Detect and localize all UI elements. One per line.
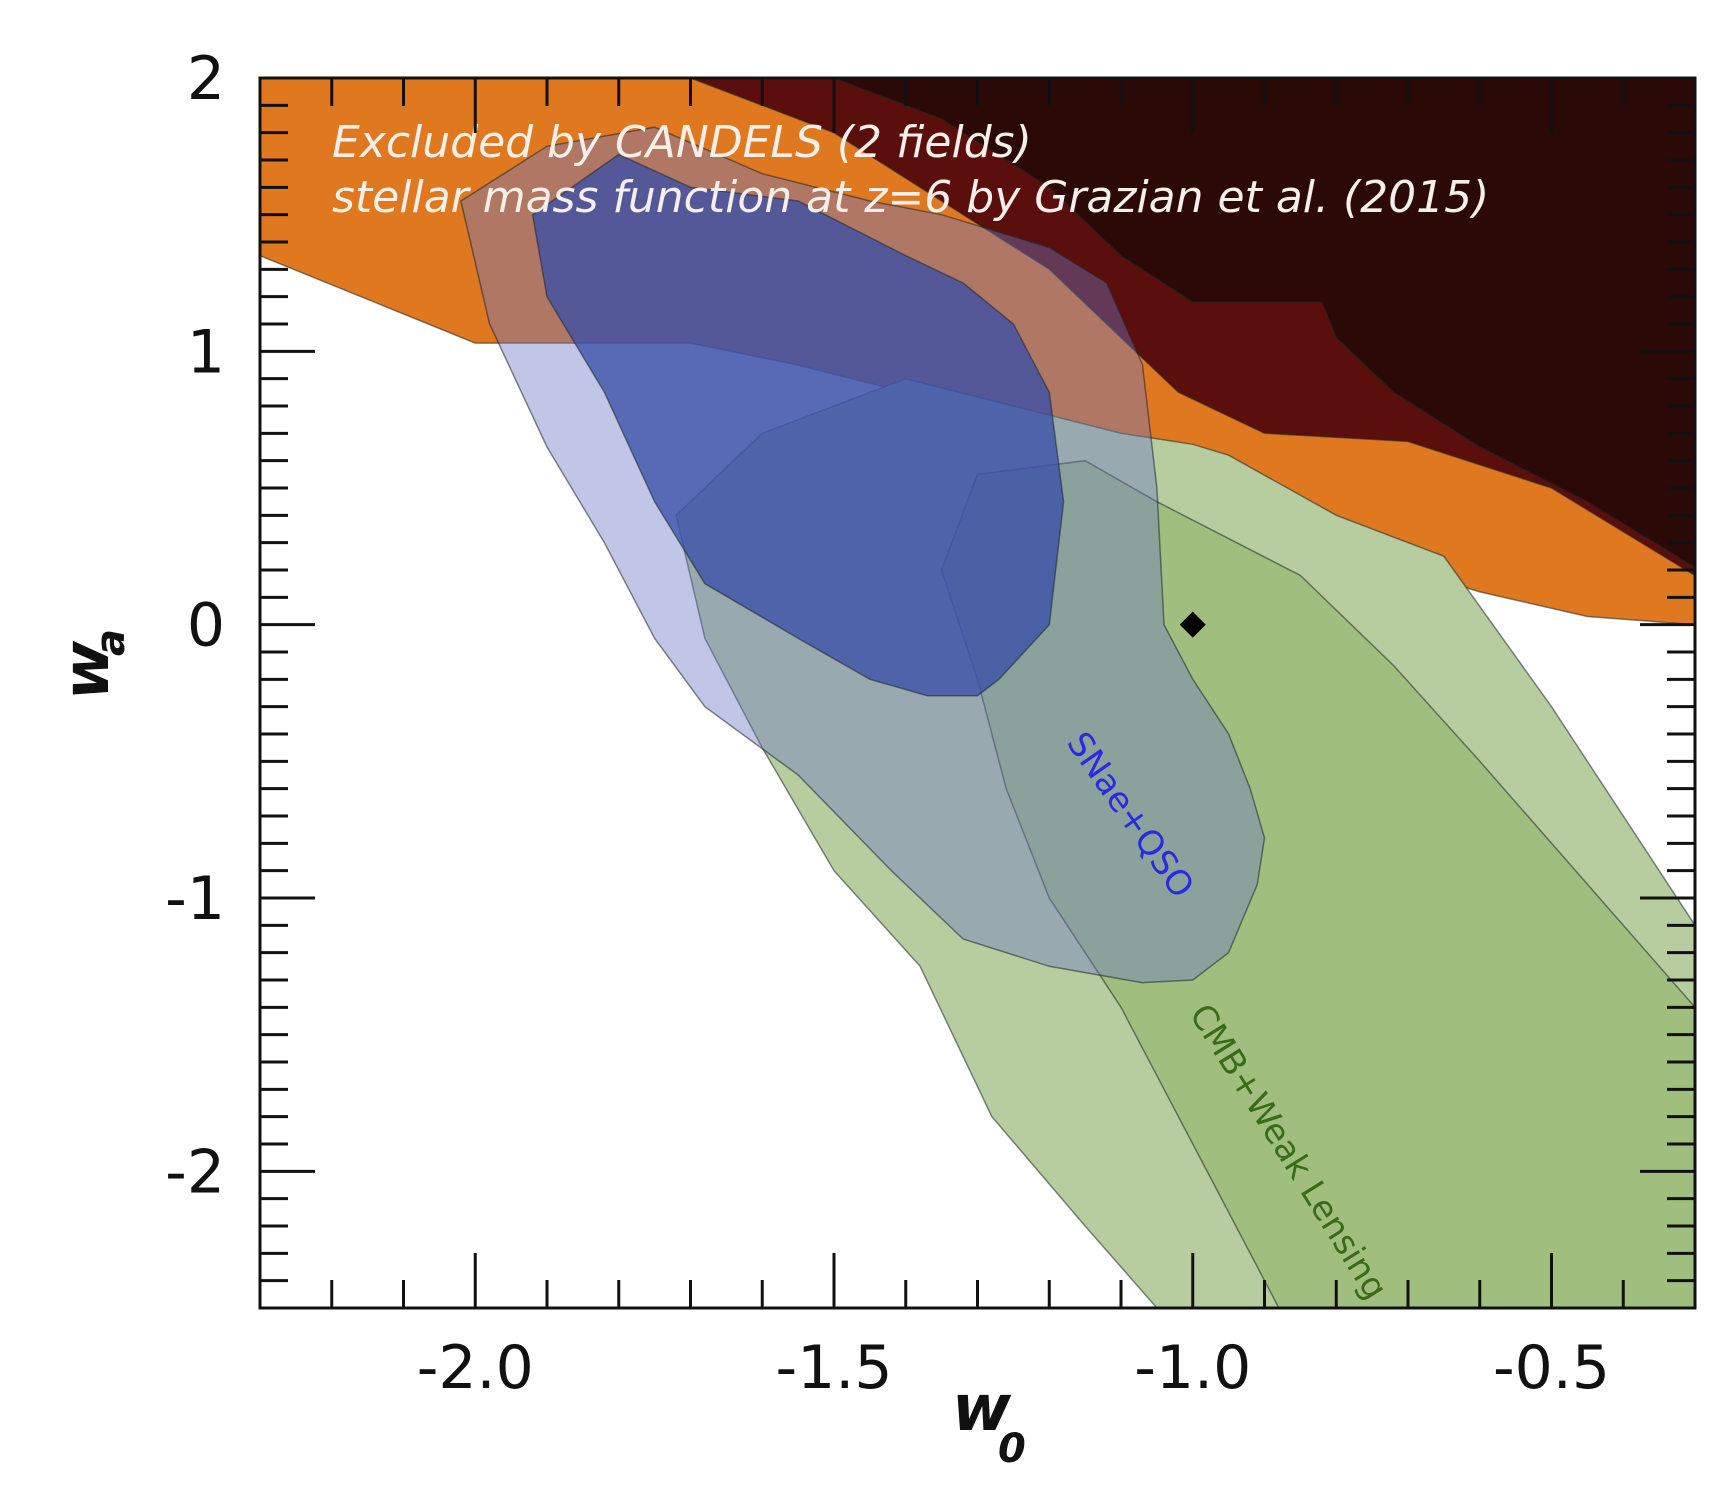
annotation-line-2: stellar mass function at z=6 by Grazian …: [332, 172, 1489, 223]
annotation-line-1: Excluded by CANDELS (2 fields): [332, 117, 1032, 168]
y-tick-label: 0: [187, 591, 225, 661]
region-candels-exclusion-inner: [833, 78, 1695, 569]
plot-frame: [258, 76, 1697, 1310]
point-lambdacdm: [1179, 611, 1206, 638]
x-tick-label: -0.5: [1493, 1333, 1610, 1403]
y-tick-label: -1: [165, 864, 225, 934]
axis-ticks: [260, 76, 1697, 1310]
x-tick-label: -1.5: [775, 1333, 892, 1403]
axis-tick-labels: -2.0 -1.5 -1.0 -0.5 2 1 0 -1 -2: [165, 44, 1610, 1403]
x-tick-label: -2.0: [417, 1333, 534, 1403]
x-axis-title: w 0: [952, 1372, 1026, 1472]
y-tick-label: 1: [187, 317, 225, 387]
x-tick-label: -1.0: [1134, 1333, 1251, 1403]
y-tick-label: -2: [165, 1137, 225, 1207]
y-axis-title-main: w: [50, 640, 124, 700]
region-snae-qso-1-sigma: [531, 153, 1065, 697]
y-axis-title-sub: a: [88, 629, 134, 656]
x-axis-title-sub: 0: [998, 1426, 1026, 1472]
y-axis-title: w a: [50, 629, 134, 700]
y-tick-label: 2: [187, 44, 225, 114]
x-axis-title-main: w: [952, 1372, 1012, 1446]
data-points: [1179, 611, 1206, 638]
contour-regions: [260, 78, 1695, 1308]
